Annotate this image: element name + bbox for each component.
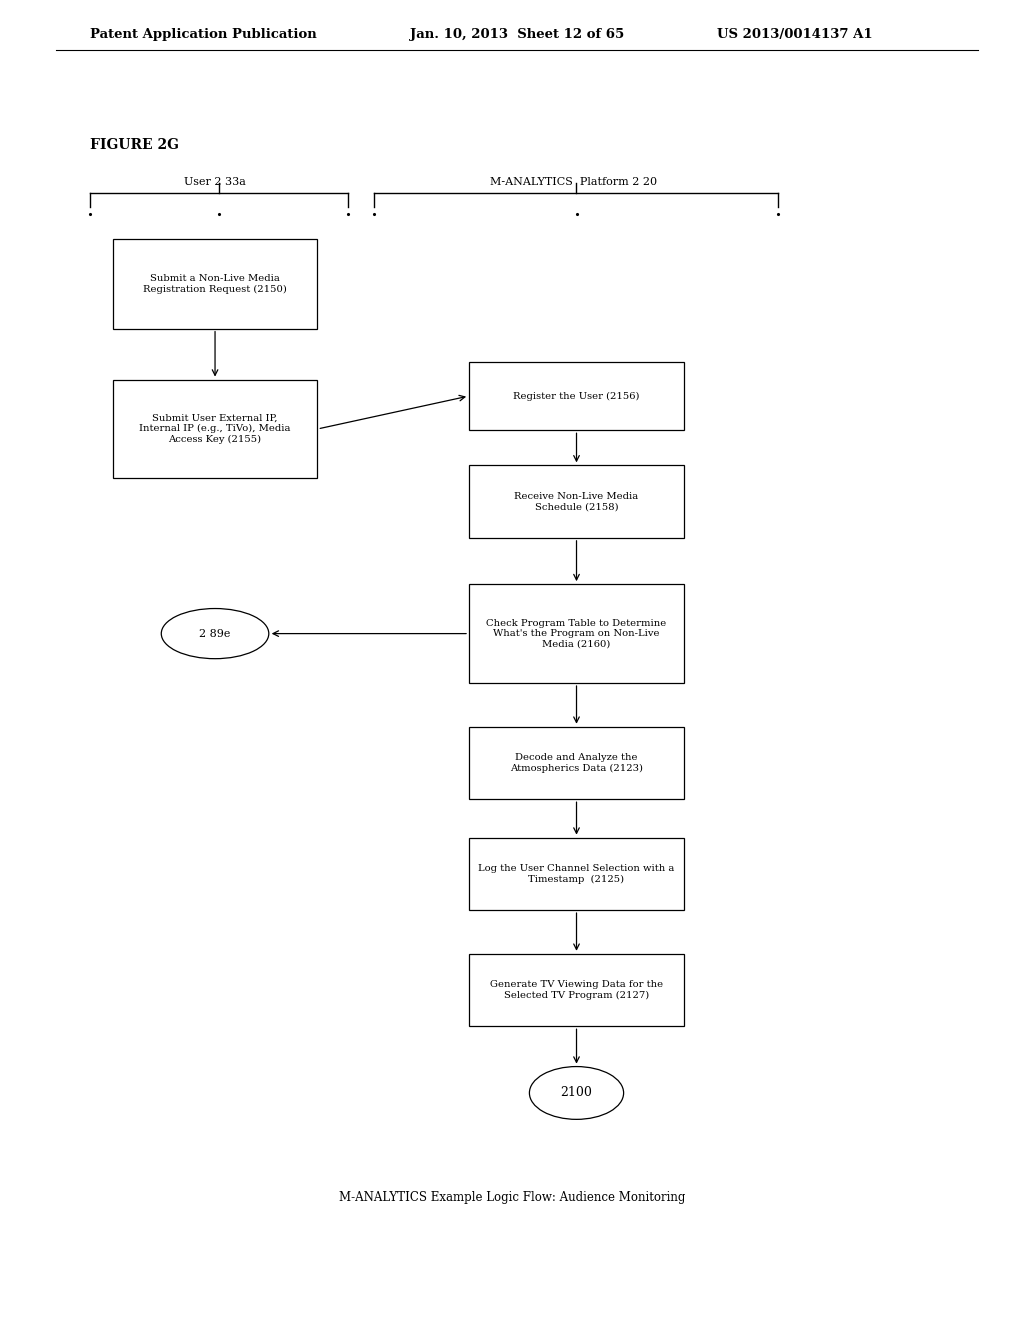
FancyBboxPatch shape	[469, 362, 684, 430]
Text: 2 89e: 2 89e	[200, 628, 230, 639]
Text: Submit a Non-Live Media
Registration Request (2150): Submit a Non-Live Media Registration Req…	[143, 275, 287, 293]
FancyBboxPatch shape	[469, 583, 684, 682]
Ellipse shape	[529, 1067, 624, 1119]
Text: Decode and Analyze the
Atmospherics Data (2123): Decode and Analyze the Atmospherics Data…	[510, 754, 643, 772]
FancyBboxPatch shape	[113, 239, 317, 329]
FancyBboxPatch shape	[469, 726, 684, 800]
Text: Generate TV Viewing Data for the
Selected TV Program (2127): Generate TV Viewing Data for the Selecte…	[489, 981, 664, 999]
Text: Log the User Channel Selection with a
Timestamp  (2125): Log the User Channel Selection with a Ti…	[478, 865, 675, 883]
Text: Receive Non-Live Media
Schedule (2158): Receive Non-Live Media Schedule (2158)	[514, 492, 639, 511]
Text: M-ANALYTICS Example Logic Flow: Audience Monitoring: M-ANALYTICS Example Logic Flow: Audience…	[339, 1191, 685, 1204]
FancyBboxPatch shape	[113, 380, 317, 478]
FancyBboxPatch shape	[469, 838, 684, 911]
Text: Submit User External IP,
Internal IP (e.g., TiVo), Media
Access Key (2155): Submit User External IP, Internal IP (e.…	[139, 414, 291, 444]
Text: Check Program Table to Determine
What's the Program on Non-Live
Media (2160): Check Program Table to Determine What's …	[486, 619, 667, 648]
Text: 2100: 2100	[560, 1086, 593, 1100]
FancyBboxPatch shape	[469, 953, 684, 1027]
Text: FIGURE 2G: FIGURE 2G	[90, 139, 179, 152]
Ellipse shape	[161, 609, 268, 659]
FancyBboxPatch shape	[469, 465, 684, 539]
Text: M-ANALYTICS  Platform 2 20: M-ANALYTICS Platform 2 20	[489, 177, 657, 187]
Text: Register the User (2156): Register the User (2156)	[513, 392, 640, 400]
Text: User 2 33a: User 2 33a	[184, 177, 246, 187]
Text: US 2013/0014137 A1: US 2013/0014137 A1	[717, 28, 872, 41]
Text: Patent Application Publication: Patent Application Publication	[90, 28, 316, 41]
Text: Jan. 10, 2013  Sheet 12 of 65: Jan. 10, 2013 Sheet 12 of 65	[410, 28, 624, 41]
